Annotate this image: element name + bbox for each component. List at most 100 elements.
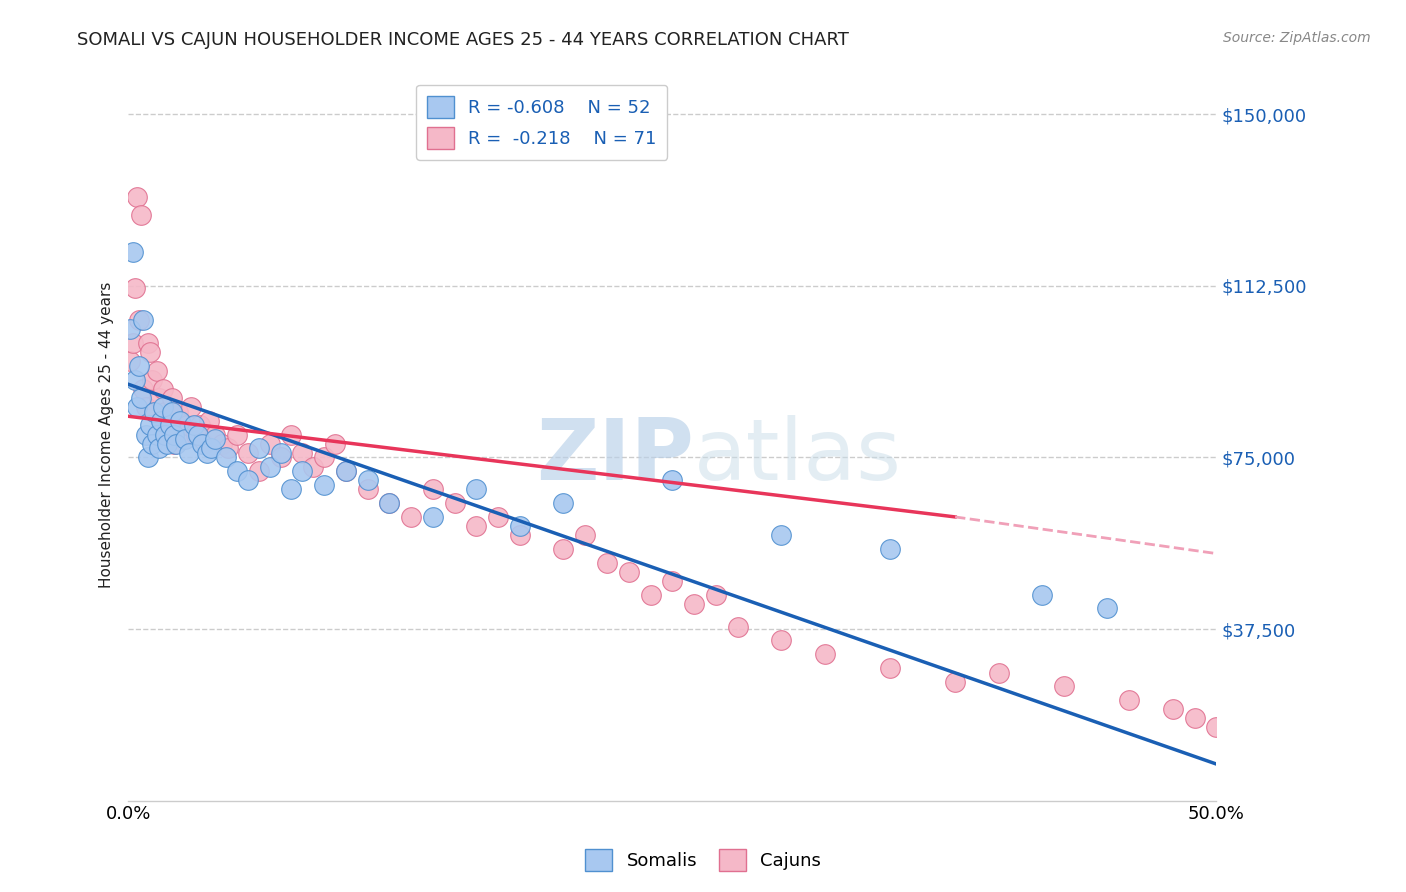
Point [139,345,162,359]
Point [135,427,157,442]
Point [148,442,170,456]
Point [314,478,336,492]
Legend: Somalis, Cajuns: Somalis, Cajuns [578,842,828,879]
Point [160,405,183,419]
Point [163,436,186,450]
Point [661,473,683,487]
Point [121,244,143,259]
Point [1031,588,1053,602]
Point [356,473,378,487]
Point [204,432,226,446]
Point [247,442,270,456]
Point [124,373,146,387]
Point [141,436,163,450]
Point [215,450,238,465]
Point [640,588,662,602]
Point [314,450,336,465]
Point [204,427,226,442]
Point [553,496,575,510]
Point [165,436,187,450]
Point [132,313,155,327]
Point [323,436,346,450]
Point [172,427,194,442]
Point [163,427,186,442]
Point [159,418,181,433]
Point [509,519,531,533]
Point [356,483,378,497]
Point [165,409,187,424]
Point [302,459,325,474]
Point [155,405,177,419]
Point [131,208,153,222]
Point [335,464,357,478]
Point [176,418,198,433]
Point [270,446,292,460]
Point [121,336,143,351]
Point [270,450,292,465]
Point [217,442,239,456]
Point [149,414,172,428]
Text: ZIP: ZIP [536,415,695,498]
Point [465,483,488,497]
Point [879,661,901,675]
Point [226,427,249,442]
Point [169,414,191,428]
Point [291,464,314,478]
Point [125,400,148,414]
Point [617,565,640,579]
Point [120,354,142,368]
Point [143,405,166,419]
Point [422,510,444,524]
Point [1184,711,1206,725]
Point [156,427,179,442]
Point [128,359,150,373]
Point [135,400,157,414]
Point [179,446,201,460]
Point [335,464,357,478]
Point [145,363,167,377]
Point [683,597,706,611]
Point [155,427,177,442]
Point [148,391,170,405]
Point [195,446,218,460]
Point [661,574,683,588]
Point [167,405,190,419]
Point [183,418,205,433]
Point [247,464,270,478]
Point [1097,601,1119,615]
Point [145,427,167,442]
Point [131,391,153,405]
Point [159,418,181,433]
Point [422,483,444,497]
Point [443,496,465,510]
Point [120,322,142,336]
Point [200,442,222,456]
Point [149,414,172,428]
Point [152,382,174,396]
Point [1118,693,1140,707]
Point [156,436,179,450]
Point [1053,679,1076,693]
Point [987,665,1010,680]
Point [399,510,422,524]
Point [236,446,259,460]
Point [943,674,966,689]
Point [197,414,219,428]
Point [770,528,793,542]
Point [1161,702,1184,716]
Point [574,528,596,542]
Point [259,436,281,450]
Point [291,446,314,460]
Legend: R = -0.608    N = 52, R =  -0.218    N = 71: R = -0.608 N = 52, R = -0.218 N = 71 [416,85,668,160]
Point [193,436,215,450]
Point [136,336,159,351]
Y-axis label: Householder Income Ages 25 - 44 years: Householder Income Ages 25 - 44 years [100,281,114,588]
Text: Source: ZipAtlas.com: Source: ZipAtlas.com [1223,31,1371,45]
Point [180,400,202,414]
Point [141,373,163,387]
Point [280,483,302,497]
Point [770,633,793,648]
Point [152,400,174,414]
Point [486,510,509,524]
Point [553,541,575,556]
